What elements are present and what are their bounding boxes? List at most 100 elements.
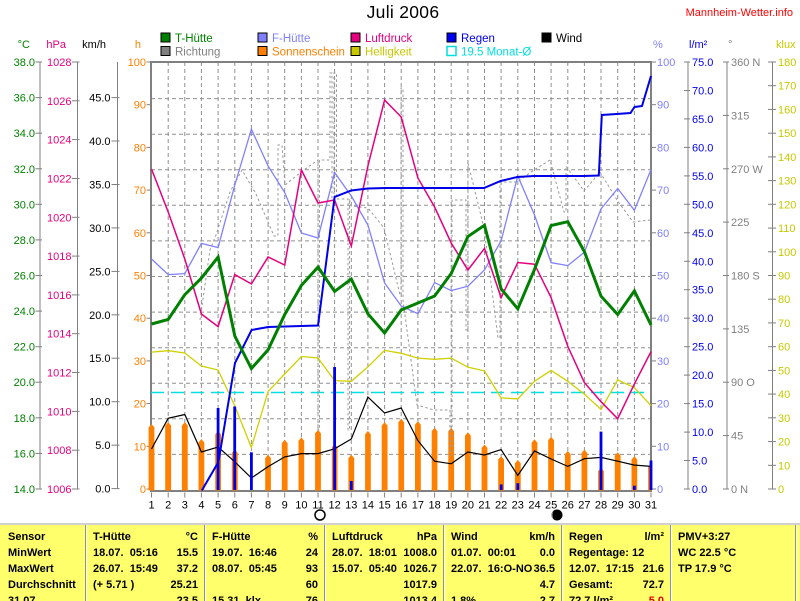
svg-text:90: 90 — [657, 100, 669, 112]
svg-text:18: 18 — [428, 500, 440, 512]
svg-text:2: 2 — [165, 500, 171, 512]
svg-text:45.0: 45.0 — [692, 228, 713, 240]
svg-text:40: 40 — [657, 313, 669, 325]
svg-text:16: 16 — [395, 500, 407, 512]
svg-text:Helligkeit: Helligkeit — [365, 47, 412, 59]
svg-text:25: 25 — [545, 500, 557, 512]
svg-text:1020: 1020 — [47, 212, 71, 224]
svg-text:11: 11 — [312, 500, 323, 512]
svg-text:21: 21 — [478, 500, 490, 512]
svg-text:20: 20 — [134, 399, 146, 411]
svg-text:15.0: 15.0 — [89, 353, 110, 365]
svg-text:26: 26 — [562, 500, 574, 512]
svg-text:7: 7 — [248, 500, 254, 512]
svg-text:130: 130 — [778, 176, 796, 188]
svg-text:25.0: 25.0 — [692, 342, 713, 354]
svg-text:60: 60 — [657, 228, 669, 240]
svg-text:120: 120 — [778, 199, 796, 211]
svg-text:1016: 1016 — [47, 290, 71, 302]
svg-text:1: 1 — [148, 500, 154, 512]
svg-text:0.0: 0.0 — [95, 484, 110, 496]
svg-text:32.0: 32.0 — [14, 164, 35, 176]
svg-text:24.0: 24.0 — [14, 306, 35, 318]
svg-text:20.0: 20.0 — [89, 310, 110, 322]
svg-text:18.0: 18.0 — [14, 413, 35, 425]
svg-text:80: 80 — [657, 142, 669, 154]
svg-text:45.0: 45.0 — [89, 93, 110, 105]
svg-text:1006: 1006 — [47, 484, 71, 496]
svg-text:50: 50 — [778, 365, 790, 377]
svg-text:31: 31 — [645, 500, 657, 512]
svg-text:6: 6 — [232, 500, 238, 512]
svg-text:0.0: 0.0 — [692, 484, 707, 496]
svg-text:34.0: 34.0 — [14, 128, 35, 140]
svg-text:36.0: 36.0 — [14, 93, 35, 105]
svg-text:26.0: 26.0 — [14, 271, 35, 283]
svg-text:30.0: 30.0 — [14, 199, 35, 211]
svg-text:10: 10 — [778, 460, 790, 472]
svg-text:10: 10 — [657, 441, 669, 453]
svg-text:l/m²: l/m² — [689, 39, 708, 51]
svg-text:km/h: km/h — [82, 39, 106, 51]
svg-text:22.0: 22.0 — [14, 342, 35, 354]
svg-text:140: 140 — [778, 152, 796, 164]
svg-text:135: 135 — [731, 324, 749, 336]
svg-text:1018: 1018 — [47, 251, 71, 263]
svg-text:Regen: Regen — [461, 33, 495, 45]
svg-text:1010: 1010 — [47, 406, 71, 418]
svg-text:14: 14 — [362, 500, 374, 512]
svg-text:Richtung: Richtung — [175, 47, 220, 59]
svg-text:10: 10 — [134, 441, 146, 453]
svg-text:28.0: 28.0 — [14, 235, 35, 247]
svg-text:70: 70 — [778, 318, 790, 330]
svg-text:24: 24 — [528, 500, 540, 512]
svg-text:1012: 1012 — [47, 368, 71, 380]
svg-text:9: 9 — [282, 500, 288, 512]
svg-text:90 O: 90 O — [731, 377, 755, 389]
svg-text:20: 20 — [462, 500, 474, 512]
svg-text:27: 27 — [578, 500, 590, 512]
svg-text:70: 70 — [134, 185, 146, 197]
svg-text:180 S: 180 S — [731, 271, 760, 283]
svg-text:30.0: 30.0 — [89, 223, 110, 235]
svg-text:35.0: 35.0 — [89, 180, 110, 192]
svg-text:klux: klux — [776, 39, 796, 51]
svg-text:13: 13 — [345, 500, 357, 512]
svg-text:360 N: 360 N — [731, 57, 760, 69]
svg-text:40: 40 — [134, 313, 146, 325]
svg-text:25.0: 25.0 — [89, 266, 110, 278]
svg-text:150: 150 — [778, 128, 796, 140]
svg-text:30: 30 — [657, 356, 669, 368]
svg-text:60: 60 — [778, 342, 790, 354]
svg-text:90: 90 — [134, 100, 146, 112]
svg-text:55.0: 55.0 — [692, 171, 713, 183]
svg-text:10: 10 — [295, 500, 307, 512]
svg-text:70: 70 — [657, 185, 669, 197]
svg-text:Luftdruck: Luftdruck — [365, 33, 413, 45]
svg-text:160: 160 — [778, 104, 796, 116]
svg-text:40.0: 40.0 — [692, 256, 713, 268]
svg-text:1022: 1022 — [47, 174, 71, 186]
svg-text:315: 315 — [731, 110, 749, 122]
svg-text:F-Hütte: F-Hütte — [272, 33, 310, 45]
svg-text:90: 90 — [778, 271, 790, 283]
svg-text:20: 20 — [657, 399, 669, 411]
svg-text:1014: 1014 — [47, 329, 71, 341]
svg-text:50: 50 — [134, 271, 146, 283]
svg-text:170: 170 — [778, 81, 796, 93]
svg-text:°C: °C — [18, 39, 30, 51]
svg-text:100: 100 — [657, 57, 675, 69]
svg-text:75.0: 75.0 — [692, 57, 713, 69]
svg-text:19: 19 — [445, 500, 457, 512]
svg-text:65.0: 65.0 — [692, 114, 713, 126]
svg-text:5: 5 — [215, 500, 221, 512]
svg-text:29: 29 — [612, 500, 624, 512]
svg-text:Sonnenschein: Sonnenschein — [272, 47, 345, 59]
svg-text:30.0: 30.0 — [692, 313, 713, 325]
svg-text:19.5 Monat-Ø: 19.5 Monat-Ø — [461, 47, 531, 59]
svg-text:12: 12 — [328, 500, 340, 512]
svg-text:100: 100 — [778, 247, 796, 259]
svg-text:Mannheim-Wetter.info: Mannheim-Wetter.info — [686, 7, 793, 19]
svg-text:30: 30 — [778, 413, 790, 425]
svg-text:16.0: 16.0 — [14, 448, 35, 460]
